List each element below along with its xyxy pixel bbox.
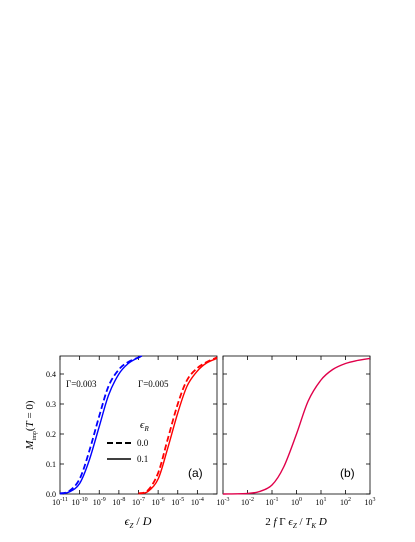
y-tick-label-2: 0.2 xyxy=(46,430,56,439)
x-tick-label-b-0: 10-3 xyxy=(217,497,230,507)
legend-title: ϵR xyxy=(140,419,149,433)
x-tick-label-b-6: 103 xyxy=(365,497,376,507)
panel-a-lines xyxy=(59,355,218,495)
panel-b-label: (b) xyxy=(340,466,355,480)
series-line-a-2 xyxy=(138,356,218,495)
panel-a-label: (a) xyxy=(188,466,203,480)
x-tick-label-a-3: 10-8 xyxy=(112,497,125,507)
x-tick-label-a-2: 10-9 xyxy=(93,497,106,507)
annotation-gamma-0003: Γ=0.003 xyxy=(66,379,97,389)
x-tick-label-b-4: 101 xyxy=(316,497,327,507)
legend-label-1: 0.1 xyxy=(137,454,148,464)
panel-a-ticks: 10-11 10-10 10-9 10-8 10-7 10-6 10-5 10-4 0.0 0.1… xyxy=(46,356,217,507)
x-tick-label-b-3: 100 xyxy=(291,497,302,507)
series-line-a-1 xyxy=(59,355,143,495)
x-tick-label-a-7: 10-4 xyxy=(191,497,204,507)
x-axis-label-b: 2 f Γ ϵZ / TK D xyxy=(265,516,327,530)
annotation-gamma-0005: Γ=0.005 xyxy=(138,379,169,389)
x-tick-label-a-1: 10-10 xyxy=(72,497,88,507)
y-axis-label: Mimp(T = 0) xyxy=(24,400,38,451)
series-line-a-3 xyxy=(138,357,218,495)
x-tick-label-a-5: 10-6 xyxy=(152,497,165,507)
series-line-b-0 xyxy=(222,357,371,495)
x-tick-label-a-6: 10-5 xyxy=(171,497,184,507)
legend-label-0: 0.0 xyxy=(137,438,149,448)
x-axis-label-a: ϵZ / D xyxy=(125,514,152,530)
x-tick-label-b-2: 10-1 xyxy=(266,497,279,507)
x-tick-label-b-5: 102 xyxy=(340,497,351,507)
series-line-a-0 xyxy=(59,355,143,495)
y-tick-label-3: 0.3 xyxy=(46,400,56,409)
x-tick-label-a-4: 10-7 xyxy=(132,497,145,507)
x-tick-label-a-0: 10-11 xyxy=(52,497,68,507)
panel-b-ticks: 10-3 10-2 10-1 100 101 102 103 xyxy=(217,356,376,507)
y-tick-label-4: 0.4 xyxy=(46,370,56,379)
y-tick-label-0: 0.0 xyxy=(46,490,56,499)
y-tick-label-1: 0.1 xyxy=(46,460,56,469)
panel-b-lines xyxy=(222,357,371,495)
x-tick-label-b-1: 10-2 xyxy=(241,497,254,507)
